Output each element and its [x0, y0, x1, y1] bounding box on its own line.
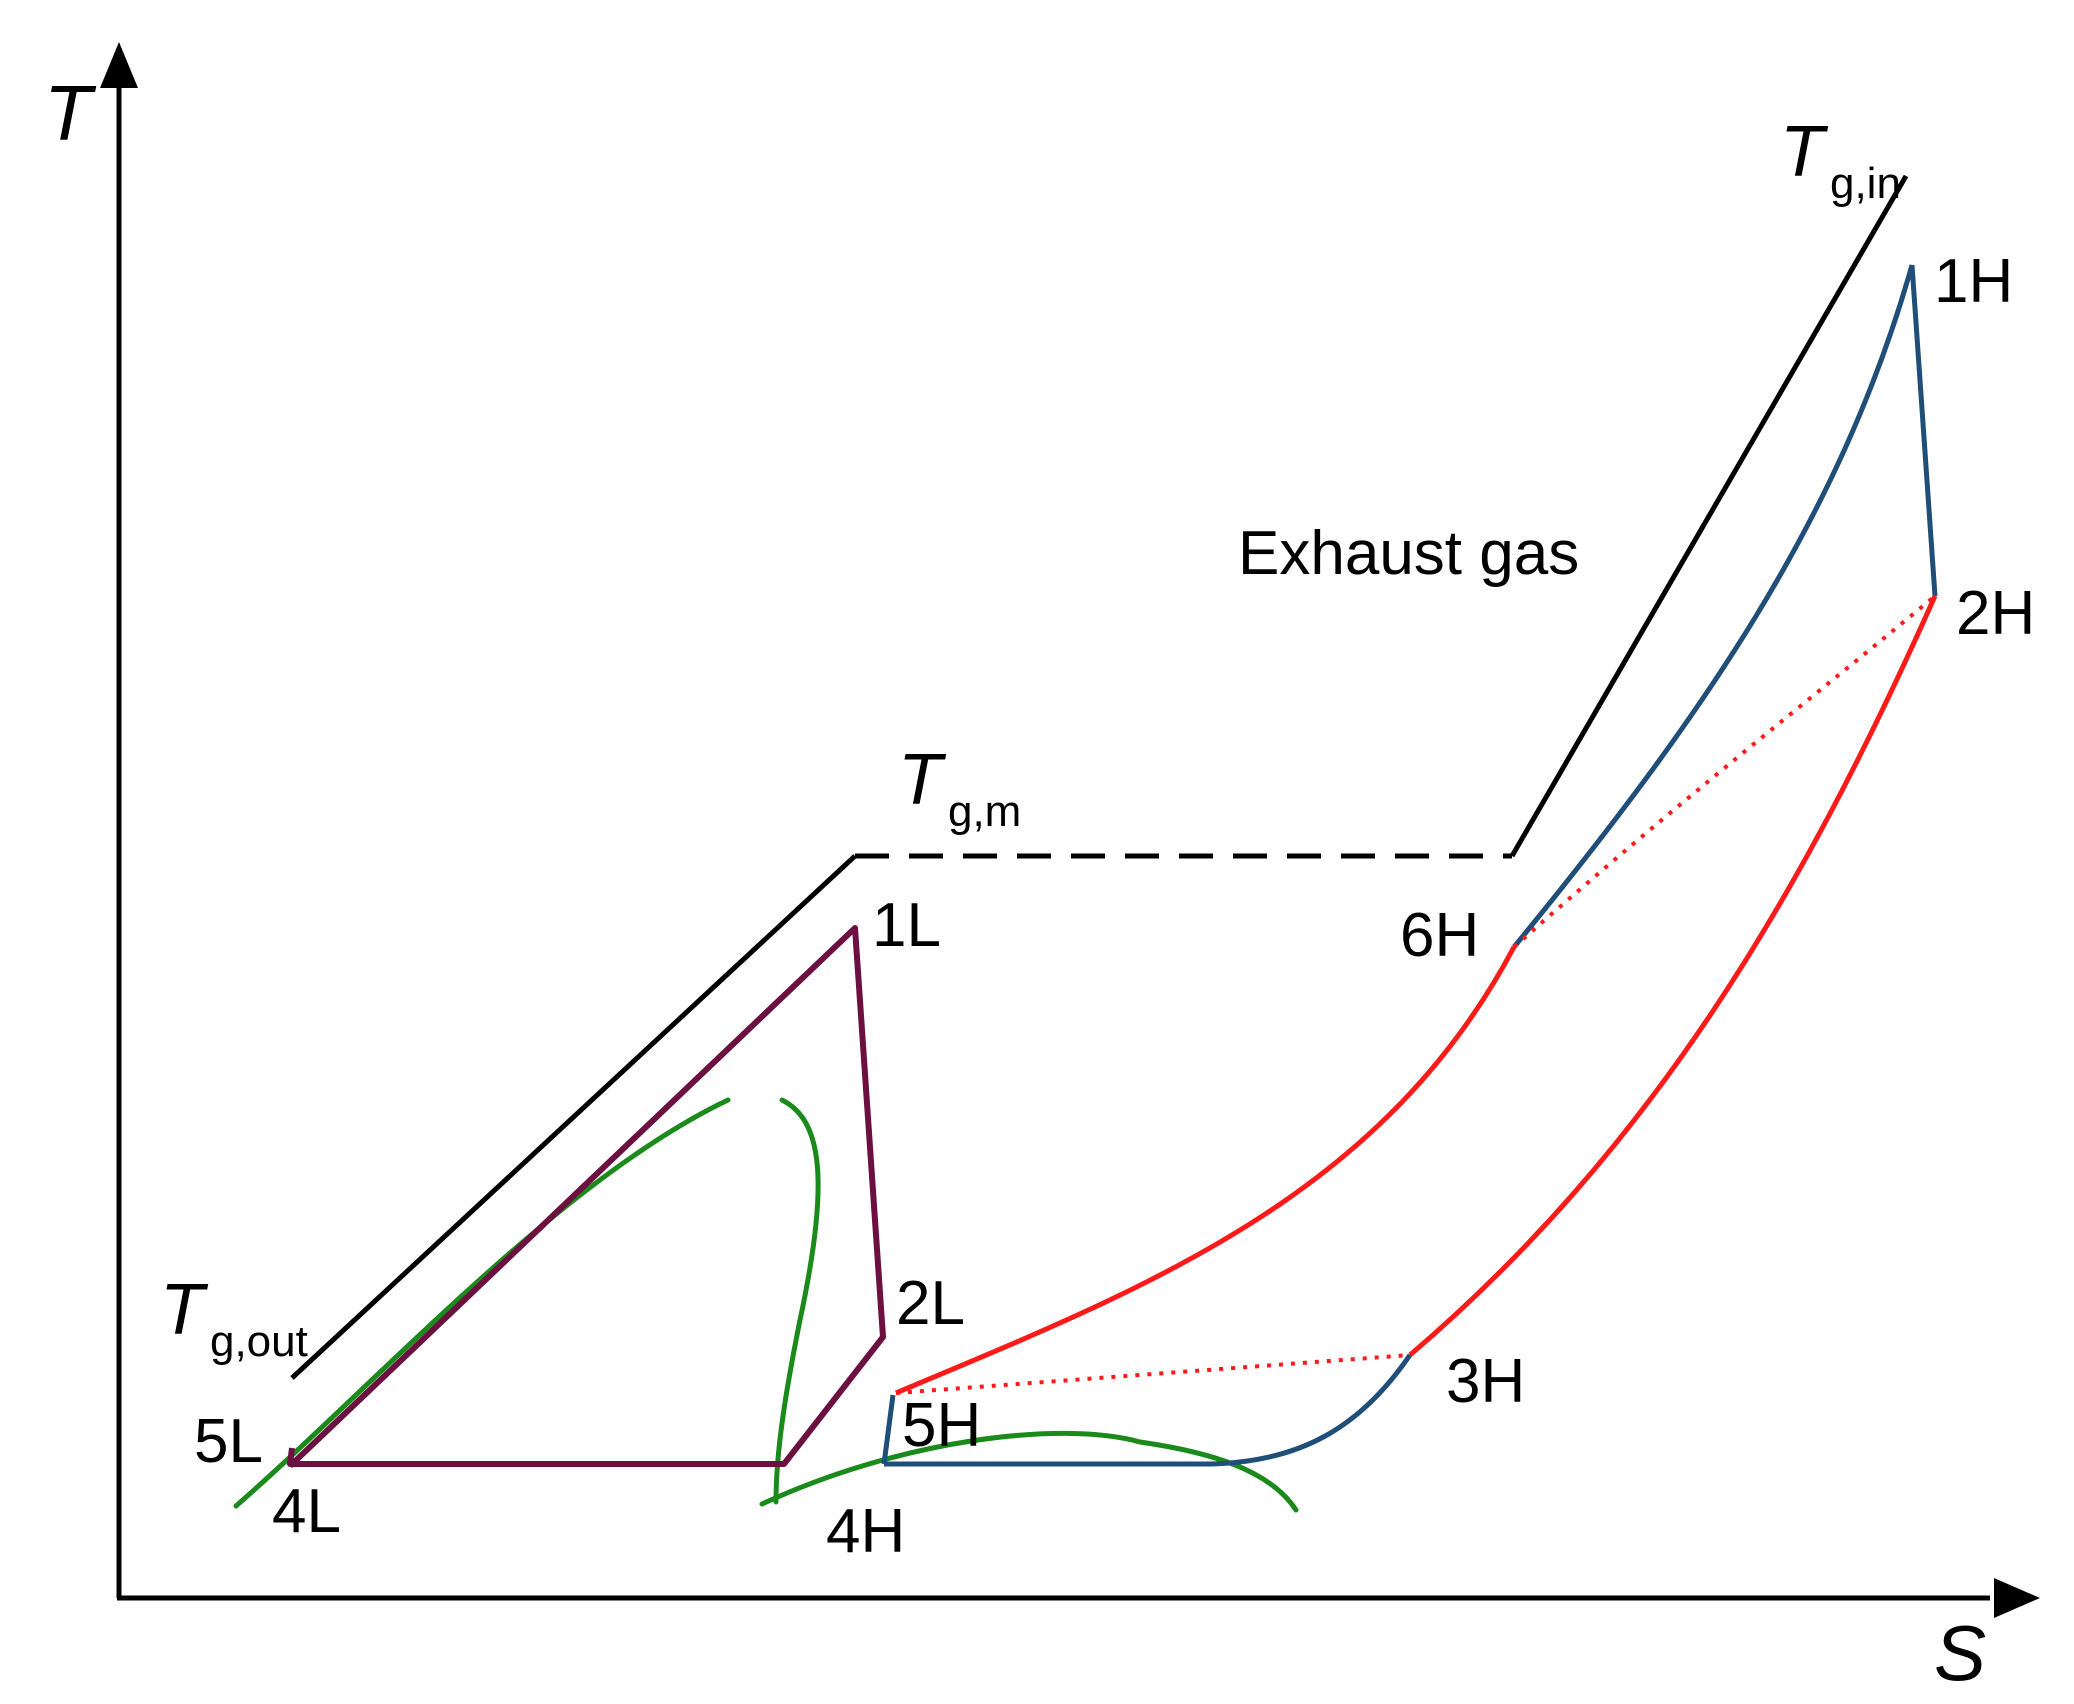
dome-low-vapor-line — [773, 1097, 821, 1505]
point-5L-label: 5L — [194, 1407, 263, 1476]
red-dotted-6H-2H — [1512, 594, 1937, 949]
high-pressure-cycle-blue — [881, 264, 1938, 1467]
t-gas-in-sub: g,in — [1830, 159, 1901, 208]
gas-line-low — [290, 854, 857, 1380]
t-gas-out-sub: g,out — [210, 1317, 308, 1366]
point-4H-label: 4H — [826, 1497, 905, 1566]
exhaust-gas-label: Exhaust gas — [1238, 519, 1579, 588]
dome-high-curve — [759, 1430, 1299, 1513]
t-axis-label: T — [44, 69, 97, 157]
s-axis-label: S — [1934, 1609, 1986, 1697]
t-gas-m-sub: g,m — [948, 787, 1021, 836]
blue-6H-1H — [1512, 264, 1915, 949]
point-3H-label: 3H — [1446, 1347, 1525, 1416]
point-6H-label: 6H — [1400, 901, 1479, 970]
exhaust-gas-line — [290, 174, 1909, 1380]
point-4L-label: 4L — [272, 1477, 341, 1546]
gas-line-high — [1509, 174, 1909, 858]
t-gas-in-main: T — [1780, 112, 1829, 192]
s-axis-arrowhead — [1994, 1578, 2040, 1618]
point-1H-label: 1H — [1934, 247, 2013, 316]
blue-1H-2H — [1909, 264, 1938, 597]
red-3H-2H — [1408, 594, 1938, 1357]
dome-low-liquid-line — [233, 1097, 731, 1509]
point-2L-label: 2L — [896, 1269, 965, 1338]
t-gas-m-main: T — [898, 740, 947, 820]
t-axis-arrowhead — [100, 42, 138, 88]
point-5H-label: 5H — [902, 1391, 981, 1460]
red-dotted-5H-3H — [895, 1353, 1411, 1395]
point-1L-label: 1L — [872, 891, 941, 960]
high-pressure-cycle-red — [895, 594, 1938, 1396]
blue-5H-4H — [881, 1394, 896, 1465]
t-gas-out-main: T — [160, 1270, 209, 1350]
blue-evaporation — [884, 1353, 1413, 1467]
low-cycle-path — [287, 925, 886, 1469]
low-pressure-cycle — [287, 925, 886, 1469]
axes: T S — [44, 42, 2040, 1697]
point-2H-label: 2H — [1956, 579, 2035, 648]
red-5H-6H — [895, 945, 1517, 1396]
saturation-dome — [233, 1097, 1299, 1513]
